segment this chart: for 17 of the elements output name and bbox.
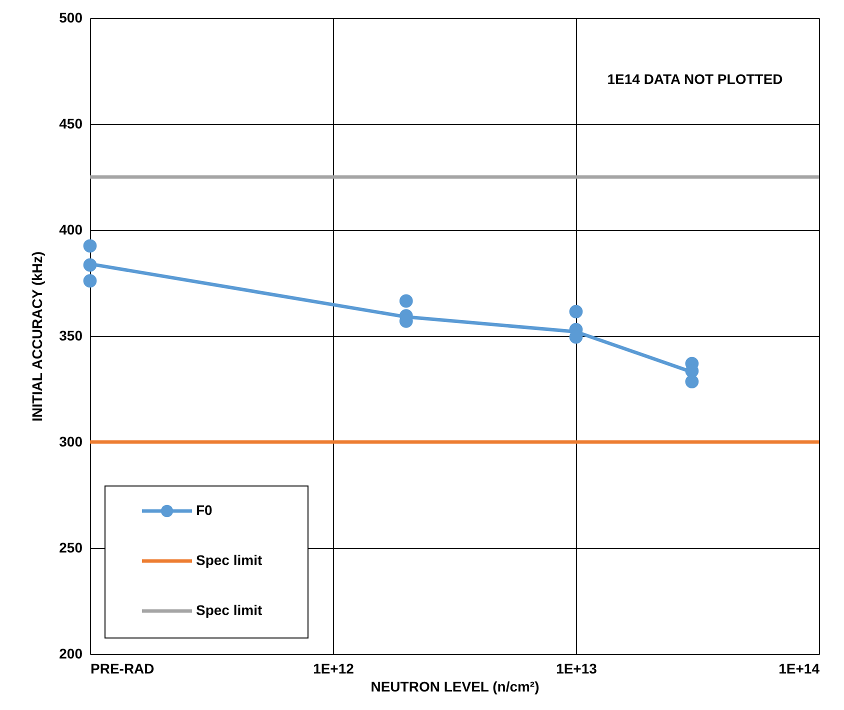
legend-label: F0 bbox=[196, 502, 213, 518]
annotation: 1E14 DATA NOT PLOTTED bbox=[607, 71, 783, 87]
x-axis-title: NEUTRON LEVEL (n/cm²) bbox=[370, 678, 540, 694]
legend-label: Spec limit bbox=[196, 602, 262, 618]
y-tick-label: 500 bbox=[59, 10, 83, 26]
y-tick-label: 300 bbox=[59, 434, 83, 450]
y-tick-label: 250 bbox=[59, 540, 83, 556]
x-tick-label: 1E+12 bbox=[313, 660, 354, 676]
y-tick-label: 400 bbox=[59, 222, 83, 238]
x-tick-label: 1E+14 bbox=[778, 660, 820, 676]
y-tick-label: 450 bbox=[59, 116, 83, 132]
x-tick-label: 1E+13 bbox=[556, 660, 598, 676]
y-tick-label: 200 bbox=[59, 646, 83, 662]
y-tick-label: 350 bbox=[59, 328, 83, 344]
x-tick-label: PRE-RAD bbox=[90, 660, 154, 676]
y-axis-title: INITIAL ACCURACY (kHz) bbox=[29, 251, 46, 422]
legend-label: Spec limit bbox=[196, 552, 262, 568]
